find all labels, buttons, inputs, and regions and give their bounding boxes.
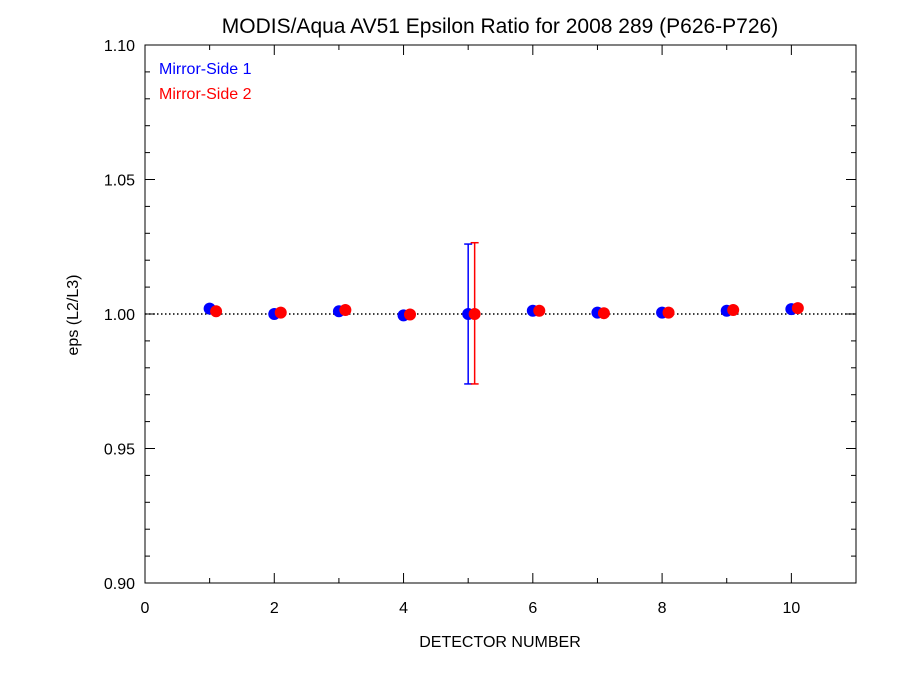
- legend-entry-mirror-side-2: Mirror-Side 2: [159, 86, 252, 103]
- y-tick-label: 0.90: [104, 576, 135, 593]
- x-axis-label: DETECTOR NUMBER: [419, 634, 581, 651]
- x-tick-label: 2: [270, 600, 279, 617]
- data-point-series-2: [791, 302, 804, 315]
- axis-tick-labels: 0 2 4 6 8 10 0.90 0.95 1.00 1.05 1.10: [104, 38, 801, 617]
- x-tick-label: 6: [528, 600, 537, 617]
- data-point-series-2: [597, 307, 610, 320]
- data-point-series-2: [662, 306, 675, 319]
- data-point-series-2: [210, 305, 223, 318]
- legend-entry-mirror-side-1: Mirror-Side 1: [159, 61, 252, 78]
- y-tick-label: 0.95: [104, 442, 135, 459]
- data-point-series-2: [533, 304, 546, 317]
- data-point-series-2: [339, 303, 352, 316]
- y-axis-label: eps (L2/L3): [65, 275, 82, 356]
- x-tick-label: 10: [782, 600, 800, 617]
- x-tick-label: 0: [141, 600, 150, 617]
- data-point-series-2: [727, 303, 740, 316]
- data-point-series-2: [404, 308, 417, 321]
- y-tick-label: 1.05: [104, 173, 135, 190]
- axis-ticks: [144, 44, 857, 584]
- legend: Mirror-Side 1 Mirror-Side 2: [159, 61, 252, 103]
- data-points: [203, 302, 804, 322]
- data-point-series-2: [468, 308, 481, 320]
- x-tick-label: 8: [658, 600, 667, 617]
- y-tick-label: 1.10: [104, 38, 135, 55]
- y-tick-label: 1.00: [104, 307, 135, 324]
- x-tick-label: 4: [399, 600, 408, 617]
- chart-title: MODIS/Aqua AV51 Epsilon Ratio for 2008 2…: [222, 15, 778, 38]
- data-point-series-2: [274, 306, 287, 319]
